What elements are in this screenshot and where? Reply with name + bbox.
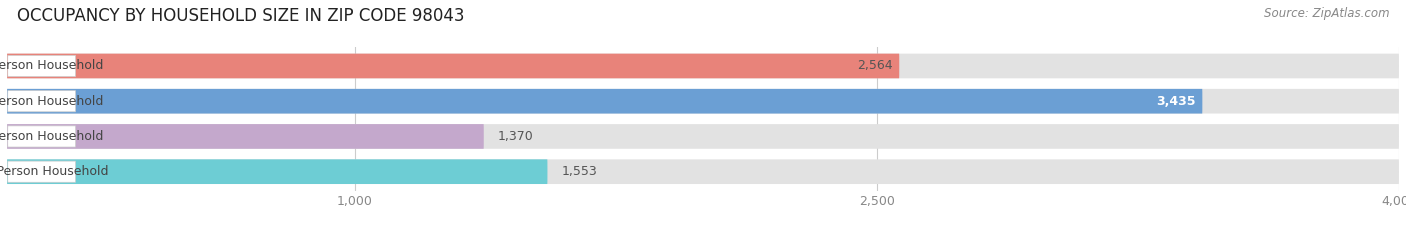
Text: 2-Person Household: 2-Person Household: [0, 95, 104, 108]
Text: 3-Person Household: 3-Person Household: [0, 130, 104, 143]
FancyBboxPatch shape: [7, 126, 76, 147]
Text: 3,435: 3,435: [1156, 95, 1195, 108]
FancyBboxPatch shape: [7, 91, 76, 112]
Text: 2,564: 2,564: [856, 59, 893, 72]
FancyBboxPatch shape: [7, 124, 1399, 149]
Text: 4+ Person Household: 4+ Person Household: [0, 165, 108, 178]
FancyBboxPatch shape: [7, 161, 76, 182]
FancyBboxPatch shape: [7, 54, 900, 78]
FancyBboxPatch shape: [7, 55, 76, 77]
Text: OCCUPANCY BY HOUSEHOLD SIZE IN ZIP CODE 98043: OCCUPANCY BY HOUSEHOLD SIZE IN ZIP CODE …: [17, 7, 464, 25]
FancyBboxPatch shape: [7, 159, 1399, 184]
FancyBboxPatch shape: [7, 159, 547, 184]
Text: Source: ZipAtlas.com: Source: ZipAtlas.com: [1264, 7, 1389, 20]
FancyBboxPatch shape: [7, 54, 1399, 78]
Text: 1,553: 1,553: [561, 165, 598, 178]
FancyBboxPatch shape: [7, 89, 1399, 113]
FancyBboxPatch shape: [7, 89, 1202, 113]
Text: 1,370: 1,370: [498, 130, 533, 143]
FancyBboxPatch shape: [7, 124, 484, 149]
Text: 1-Person Household: 1-Person Household: [0, 59, 104, 72]
